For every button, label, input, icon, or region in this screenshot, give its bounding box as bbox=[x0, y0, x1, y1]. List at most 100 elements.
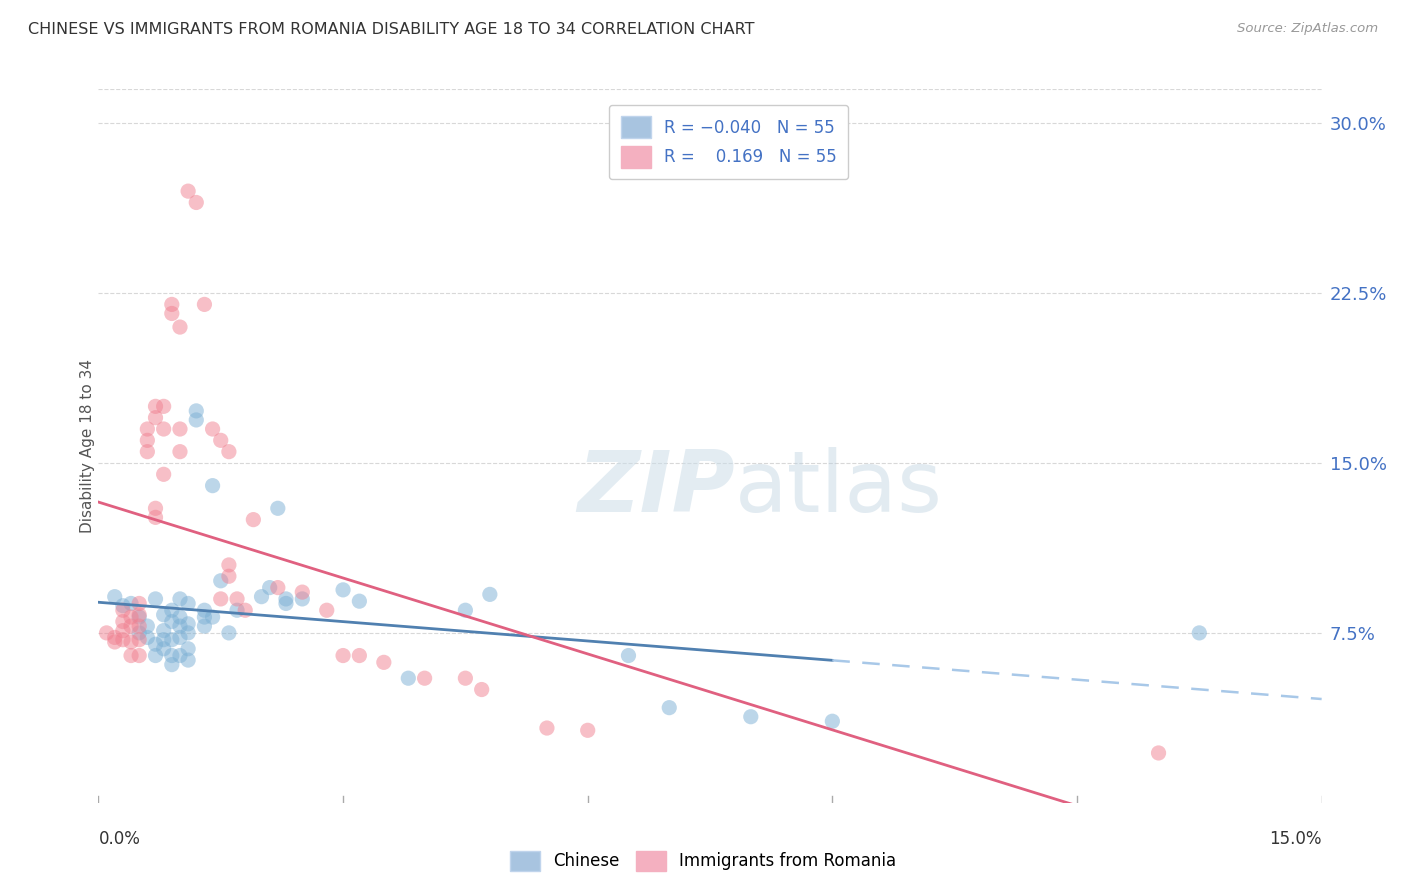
Point bbox=[136, 631, 159, 645]
Point bbox=[145, 410, 167, 425]
Point bbox=[169, 648, 191, 663]
Point bbox=[160, 648, 183, 663]
Point bbox=[128, 648, 150, 663]
Point bbox=[128, 607, 150, 622]
Point bbox=[250, 590, 273, 604]
Point bbox=[160, 306, 183, 320]
Point bbox=[136, 434, 159, 448]
Legend: Chinese, Immigrants from Romania: Chinese, Immigrants from Romania bbox=[502, 842, 904, 880]
Point bbox=[169, 619, 191, 633]
Point bbox=[193, 603, 215, 617]
Point bbox=[218, 444, 240, 458]
Point bbox=[332, 648, 354, 663]
Point bbox=[218, 569, 240, 583]
Point bbox=[177, 641, 200, 656]
Point bbox=[218, 558, 240, 572]
Point bbox=[169, 591, 191, 606]
Point bbox=[576, 723, 599, 738]
Point bbox=[145, 591, 167, 606]
Point bbox=[120, 619, 142, 633]
Point bbox=[209, 434, 232, 448]
Legend: R = −0.040   N = 55, R =    0.169   N = 55: R = −0.040 N = 55, R = 0.169 N = 55 bbox=[609, 104, 848, 179]
Point bbox=[1188, 626, 1211, 640]
Point bbox=[478, 587, 501, 601]
Point bbox=[145, 510, 167, 524]
Point bbox=[617, 648, 640, 663]
Point bbox=[274, 597, 297, 611]
Point bbox=[152, 467, 174, 482]
Point bbox=[160, 297, 183, 311]
Point bbox=[396, 671, 419, 685]
Point bbox=[120, 610, 142, 624]
Point bbox=[471, 682, 494, 697]
Point bbox=[259, 581, 281, 595]
Point bbox=[193, 297, 215, 311]
Point bbox=[120, 648, 142, 663]
Point bbox=[169, 631, 191, 645]
Point bbox=[128, 619, 150, 633]
Point bbox=[128, 597, 150, 611]
Point bbox=[658, 700, 681, 714]
Point bbox=[136, 422, 159, 436]
Point bbox=[111, 603, 134, 617]
Point bbox=[274, 591, 297, 606]
Point bbox=[315, 603, 337, 617]
Point bbox=[177, 597, 200, 611]
Point bbox=[169, 320, 191, 334]
Point bbox=[160, 603, 183, 617]
Point bbox=[193, 619, 215, 633]
Point bbox=[177, 626, 200, 640]
Point bbox=[145, 400, 167, 414]
Point bbox=[152, 422, 174, 436]
Point bbox=[152, 607, 174, 622]
Point bbox=[454, 671, 477, 685]
Point bbox=[104, 590, 127, 604]
Point bbox=[104, 631, 127, 645]
Point bbox=[111, 615, 134, 629]
Point bbox=[177, 616, 200, 631]
Point bbox=[209, 591, 232, 606]
Point bbox=[349, 648, 371, 663]
Point bbox=[136, 619, 159, 633]
Point bbox=[193, 610, 215, 624]
Point bbox=[186, 413, 208, 427]
Point bbox=[160, 632, 183, 647]
Point bbox=[177, 184, 200, 198]
Point bbox=[152, 400, 174, 414]
Point bbox=[177, 653, 200, 667]
Point bbox=[349, 594, 371, 608]
Point bbox=[111, 599, 134, 613]
Point bbox=[169, 422, 191, 436]
Point bbox=[152, 624, 174, 638]
Text: Source: ZipAtlas.com: Source: ZipAtlas.com bbox=[1237, 22, 1378, 36]
Point bbox=[104, 635, 127, 649]
Point bbox=[111, 624, 134, 638]
Point bbox=[267, 501, 290, 516]
Point bbox=[136, 444, 159, 458]
Point bbox=[145, 501, 167, 516]
Point bbox=[169, 444, 191, 458]
Point bbox=[152, 632, 174, 647]
Point bbox=[291, 591, 314, 606]
Point bbox=[413, 671, 436, 685]
Point bbox=[160, 657, 183, 672]
Point bbox=[128, 626, 150, 640]
Text: atlas: atlas bbox=[734, 447, 942, 531]
Text: CHINESE VS IMMIGRANTS FROM ROMANIA DISABILITY AGE 18 TO 34 CORRELATION CHART: CHINESE VS IMMIGRANTS FROM ROMANIA DISAB… bbox=[28, 22, 755, 37]
Point bbox=[201, 478, 224, 492]
Point bbox=[120, 635, 142, 649]
Point bbox=[821, 714, 844, 729]
Point bbox=[267, 581, 290, 595]
Point bbox=[454, 603, 477, 617]
Point bbox=[291, 585, 314, 599]
Point bbox=[96, 626, 118, 640]
Point bbox=[111, 632, 134, 647]
Point bbox=[218, 626, 240, 640]
Point bbox=[226, 603, 249, 617]
Text: 15.0%: 15.0% bbox=[1270, 830, 1322, 848]
Y-axis label: Disability Age 18 to 34: Disability Age 18 to 34 bbox=[80, 359, 94, 533]
Point bbox=[120, 597, 142, 611]
Point bbox=[209, 574, 232, 588]
Point bbox=[152, 641, 174, 656]
Point bbox=[128, 610, 150, 624]
